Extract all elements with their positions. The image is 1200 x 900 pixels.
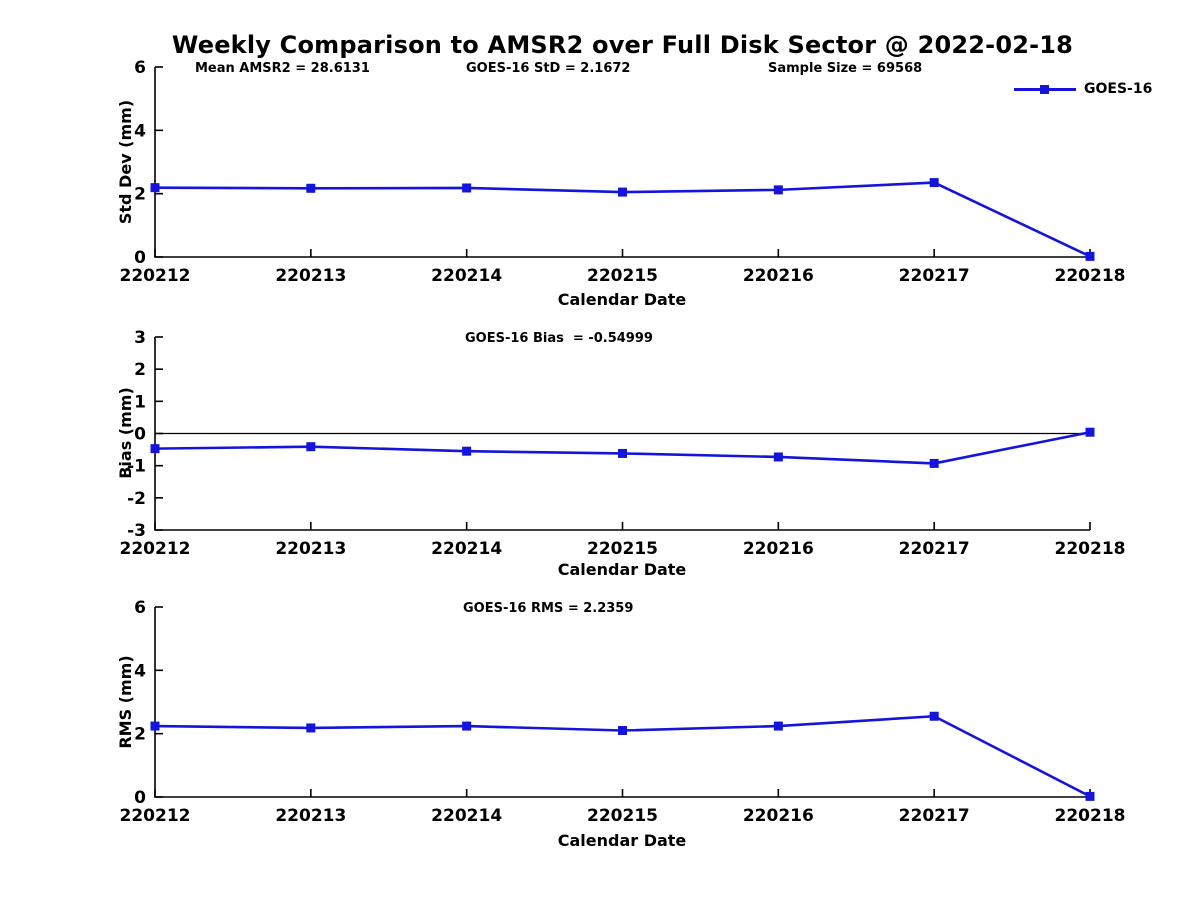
y-tick-label: 2	[134, 725, 146, 745]
data-point-marker	[1085, 791, 1095, 801]
y-tick-label: 0	[134, 788, 146, 808]
y-tick-label: 0	[134, 425, 146, 445]
data-point-marker	[618, 726, 627, 735]
x-tick-label: 220212	[120, 806, 191, 826]
data-point-marker	[150, 183, 160, 193]
x-tick-label: 220213	[275, 266, 346, 286]
x-tick-label: 220217	[899, 266, 970, 286]
y-axis-label-rms: RMS (mm)	[116, 655, 135, 749]
y-tick-label: -3	[127, 521, 146, 541]
y-tick-label: 6	[134, 58, 146, 78]
legend-goes16: GOES-16	[1014, 81, 1152, 97]
y-tick-label: 0	[134, 248, 146, 268]
x-tick-label: 220212	[120, 539, 191, 559]
y-tick-label: -1	[127, 457, 146, 477]
x-axis-label-1: Calendar Date	[557, 290, 687, 309]
x-axis-label-3: Calendar Date	[557, 831, 687, 850]
data-point-marker	[1085, 251, 1095, 261]
annotation-goes16-bias: GOES-16 Bias = -0.54999	[465, 331, 653, 346]
x-tick-label: 220212	[120, 266, 191, 286]
data-point-marker	[773, 721, 783, 731]
data-point-marker	[306, 442, 316, 452]
x-tick-label: 220217	[899, 806, 970, 826]
data-point-marker	[929, 711, 939, 721]
axis-spines	[154, 607, 1090, 798]
data-point-marker	[773, 452, 783, 462]
y-tick-label: 4	[134, 661, 146, 681]
legend-label: GOES-16	[1084, 81, 1153, 97]
x-tick-label: 220214	[431, 539, 502, 559]
y-tick-label: 2	[134, 360, 146, 380]
x-tick-label: 220213	[275, 806, 346, 826]
legend-line-sample	[1014, 84, 1076, 94]
y-tick-label: 6	[134, 598, 146, 618]
data-point-marker	[929, 458, 939, 468]
data-point-marker	[618, 448, 627, 458]
x-tick-label: 220215	[587, 539, 658, 559]
y-axis-label-bias: Bias (mm)	[116, 387, 135, 479]
data-point-marker	[462, 183, 472, 193]
data-point-marker	[1085, 427, 1095, 437]
data-point-marker	[150, 444, 160, 454]
data-point-marker	[462, 446, 472, 456]
data-point-marker	[150, 721, 160, 731]
annotation-goes16-rms: GOES-16 RMS = 2.2359	[463, 601, 634, 616]
axis-spines	[154, 67, 1090, 258]
annotation-sample-size: Sample Size = 69568	[768, 61, 923, 76]
data-point-marker	[773, 185, 783, 195]
data-point-marker	[306, 723, 316, 733]
y-axis-label-stddev: Std Dev (mm)	[116, 99, 135, 225]
x-tick-label: 220218	[1055, 266, 1126, 286]
x-tick-label: 220217	[899, 539, 970, 559]
x-tick-label: 220214	[431, 266, 502, 286]
x-tick-label: 220215	[587, 266, 658, 286]
data-point-marker	[618, 187, 627, 197]
x-tick-label: 220214	[431, 806, 502, 826]
x-tick-label: 220213	[275, 539, 346, 559]
y-tick-label: 2	[134, 185, 146, 205]
x-tick-label: 220216	[743, 539, 814, 559]
x-tick-label: 220218	[1055, 539, 1126, 559]
x-tick-label: 220218	[1055, 806, 1126, 826]
x-axis-label-2: Calendar Date	[557, 560, 687, 579]
series-line	[154, 430, 1091, 465]
x-tick-label: 220215	[587, 806, 658, 826]
legend-square-marker-icon	[1040, 84, 1049, 94]
data-point-marker	[929, 178, 939, 188]
figure-title: Weekly Comparison to AMSR2 over Full Dis…	[171, 31, 1074, 59]
annotation-mean-amsr2: Mean AMSR2 = 28.6131	[195, 61, 370, 76]
x-tick-label: 220216	[743, 266, 814, 286]
y-tick-label: 4	[134, 121, 146, 141]
y-tick-label: 1	[134, 392, 146, 412]
y-tick-label: -2	[127, 489, 146, 509]
x-tick-label: 220216	[743, 806, 814, 826]
data-point-marker	[462, 721, 472, 731]
annotation-goes16-std: GOES-16 StD = 2.1672	[466, 61, 631, 76]
y-tick-label: 3	[134, 328, 146, 348]
data-point-marker	[306, 183, 316, 193]
